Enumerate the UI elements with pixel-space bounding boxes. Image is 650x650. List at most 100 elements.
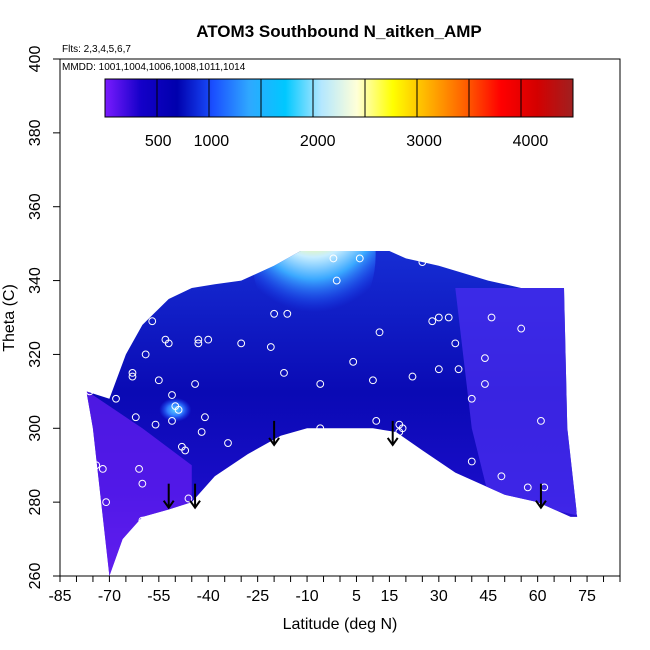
data-point — [168, 391, 176, 399]
chart-title: ATOM3 Southbound N_aitken_AMP — [196, 22, 482, 41]
arrow-marker — [162, 483, 175, 510]
colorbar-tick-label: 1000 — [194, 133, 230, 150]
data-point — [372, 417, 381, 425]
x-tick-label: -10 — [295, 588, 318, 605]
data-point — [332, 276, 341, 285]
data-point — [141, 350, 150, 359]
data-point — [517, 324, 526, 333]
colorbar-tick-label: 3000 — [406, 133, 442, 150]
data-point — [481, 380, 489, 388]
data-point — [481, 354, 489, 363]
data-point — [204, 335, 213, 344]
data-point — [434, 313, 443, 322]
x-tick-label: -85 — [48, 588, 71, 605]
data-point — [194, 339, 203, 348]
y-tick-label: 260 — [27, 563, 44, 590]
data-point — [148, 317, 157, 326]
data-point — [523, 483, 532, 492]
surface-right-purple — [455, 287, 578, 517]
data-point — [85, 387, 94, 396]
data-point — [375, 328, 384, 337]
data-point — [487, 313, 496, 322]
x-tick-label: 75 — [578, 588, 596, 605]
data-point — [418, 258, 427, 267]
data-point — [566, 287, 575, 296]
data-point — [168, 417, 176, 425]
data-point — [98, 465, 107, 473]
y-tick-label: 280 — [27, 489, 44, 516]
data-point — [355, 254, 364, 263]
hotspot-peak — [251, 251, 376, 337]
y-tick-label: 400 — [27, 46, 44, 73]
data-point — [537, 417, 545, 425]
x-tick-label: -70 — [98, 588, 121, 605]
y-tick-label: 360 — [27, 193, 44, 220]
data-point — [253, 450, 262, 459]
y-tick-label: 300 — [27, 415, 44, 442]
x-tick-label: 15 — [381, 588, 399, 605]
y-tick-label: 380 — [27, 119, 44, 146]
data-point — [283, 309, 292, 318]
data-point — [184, 494, 193, 503]
y-tick-label: 320 — [27, 341, 44, 368]
data-point — [467, 457, 476, 466]
data-point — [408, 372, 417, 381]
data-point — [316, 424, 325, 433]
heatmap-surface — [86, 251, 578, 576]
data-point — [135, 465, 143, 473]
data-point — [128, 372, 137, 381]
data-point — [448, 254, 456, 263]
x-axis-label: Latitude (deg N) — [283, 616, 398, 633]
data-point — [138, 516, 147, 525]
data-point — [131, 413, 140, 422]
x-tick-label: 30 — [430, 588, 448, 605]
data-point — [154, 376, 163, 385]
x-axis: -85 -70 -55 -40 -25 -10 5 15 30 45 60 75 — [48, 576, 621, 605]
colorbar-ticks: 500 1000 2000 3000 4000 — [145, 133, 549, 150]
data-point — [293, 446, 302, 455]
data-point — [115, 343, 124, 351]
x-tick-label: 45 — [479, 588, 497, 605]
data-point — [112, 394, 120, 403]
arrows — [162, 420, 547, 510]
y-axis: 260 280 300 320 340 360 380 400 — [27, 46, 60, 590]
data-point — [280, 368, 288, 377]
data-point — [201, 413, 209, 422]
data-point — [194, 335, 203, 344]
data-point — [164, 339, 173, 348]
y-axis-label: Theta (C) — [1, 284, 18, 352]
data-point — [181, 446, 190, 455]
flights-annotation: Flts: 2,3,4,5,6,7 — [62, 44, 131, 55]
x-tick-label: 5 — [352, 588, 361, 605]
x-tick-label: -25 — [246, 588, 269, 605]
data-point — [434, 365, 443, 374]
data-point — [369, 376, 377, 385]
colorbar-dividers — [156, 79, 522, 117]
data-point — [349, 357, 358, 366]
arrow-marker — [268, 420, 280, 447]
data-point — [174, 405, 183, 414]
data-point — [444, 313, 453, 322]
data-points — [85, 254, 585, 525]
data-point — [138, 479, 147, 488]
x-tick-label: -40 — [197, 588, 220, 605]
data-point — [270, 309, 279, 318]
data-point — [576, 435, 585, 444]
data-point — [102, 498, 111, 507]
data-point — [454, 365, 463, 374]
y-tick-label: 340 — [27, 267, 44, 294]
data-point — [576, 509, 585, 518]
arrow-marker — [535, 483, 547, 510]
data-point — [316, 380, 325, 388]
data-point — [266, 343, 275, 351]
data-point — [191, 380, 199, 388]
data-point — [118, 328, 127, 337]
data-point — [497, 472, 506, 481]
data-point — [92, 461, 101, 470]
colorbar-tick-label: 500 — [145, 133, 172, 150]
data-point — [451, 339, 460, 348]
data-point — [197, 428, 206, 436]
data-point — [128, 368, 137, 377]
colorbar-gradient — [104, 78, 574, 118]
